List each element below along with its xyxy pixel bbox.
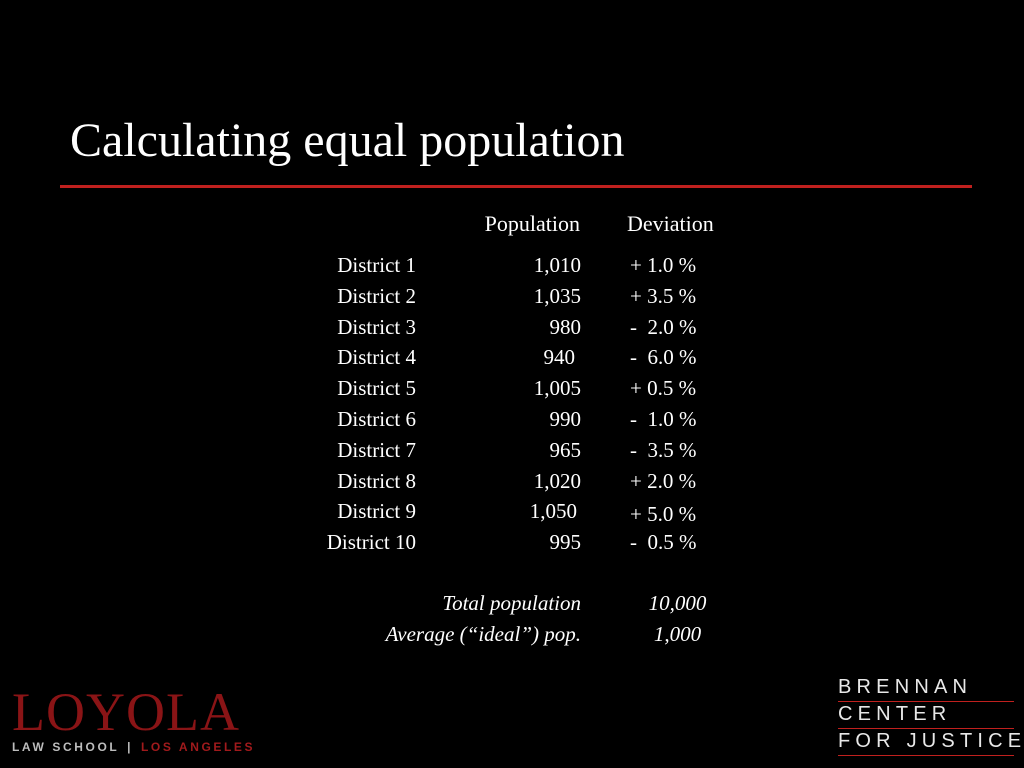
district-deviation: + 5.0 %: [630, 502, 697, 526]
district-deviation: - 3.5 %: [630, 438, 697, 462]
brennan-logo-line-1: BRENNAN: [838, 675, 1014, 702]
average-population-value: 1,000: [653, 622, 702, 646]
table-row: District 4 940 - 6.0 %: [0, 342, 1024, 372]
district-population: 1,010: [533, 253, 581, 277]
average-population-label: Average (“ideal”) pop.: [385, 622, 581, 646]
loyola-subtitle-city: LOS ANGELES: [140, 740, 256, 754]
table-row: District 7 965 - 3.5 %: [0, 435, 1024, 465]
district-name: District 2: [337, 284, 416, 308]
loyola-logo: LOYOLA LAW SCHOOL | LOS ANGELES: [12, 682, 255, 754]
district-name: District 3: [337, 315, 416, 339]
district-population: 1,050: [529, 499, 577, 523]
population-column-header: Population: [484, 211, 580, 236]
slide-title: Calculating equal population: [70, 114, 625, 167]
title-divider: [60, 185, 972, 188]
district-name: District 9: [337, 499, 416, 523]
district-deviation: + 1.0 %: [630, 253, 697, 277]
district-name: District 4: [337, 345, 416, 369]
table-row: District 6 990 - 1.0 %: [0, 404, 1024, 434]
brennan-center-logo: BRENNAN CENTER FOR JUSTICE: [838, 675, 1021, 756]
total-population-label: Total population: [442, 591, 581, 615]
total-population-row: Total population 10,000: [0, 588, 1024, 618]
total-population-value: 10,000: [648, 591, 707, 615]
loyola-subtitle: LAW SCHOOL | LOS ANGELES: [12, 740, 255, 754]
district-population: 1,035: [533, 284, 581, 308]
table-row: District 8 1,020 + 2.0 %: [0, 466, 1024, 496]
district-population: 940: [543, 345, 576, 369]
loyola-subtitle-separator: |: [127, 740, 134, 754]
loyola-subtitle-school: LAW SCHOOL: [12, 740, 120, 754]
table-row: District 2 1,035 + 3.5 %: [0, 281, 1024, 311]
district-deviation: - 1.0 %: [630, 407, 697, 431]
brennan-logo-line-2: CENTER: [838, 702, 1014, 729]
district-deviation: + 2.0 %: [630, 469, 697, 493]
district-name: District 1: [337, 253, 416, 277]
district-deviation: + 0.5 %: [630, 376, 697, 400]
table-row: District 3 980 - 2.0 %: [0, 312, 1024, 342]
loyola-wordmark: LOYOLA: [12, 682, 240, 742]
table-row: District 10 995 - 0.5 %: [0, 527, 1024, 557]
district-population: 995: [549, 530, 582, 554]
table-row: District 1 1,010 + 1.0 %: [0, 250, 1024, 280]
district-name: District 10: [326, 530, 416, 554]
district-name: District 6: [337, 407, 416, 431]
district-population: 1,020: [533, 469, 581, 493]
brennan-logo-line-3: FOR JUSTICE: [838, 729, 1021, 756]
table-row: District 9 1,050 + 5.0 %: [0, 496, 1024, 526]
district-name: District 5: [337, 376, 416, 400]
table-row: District 5 1,005 + 0.5 %: [0, 373, 1024, 403]
district-deviation: - 2.0 %: [630, 315, 697, 339]
district-name: District 8: [337, 469, 416, 493]
district-deviation: + 3.5 %: [630, 284, 697, 308]
district-population: 990: [549, 407, 582, 431]
deviation-column-header: Deviation: [627, 211, 714, 236]
district-name: District 7: [337, 438, 416, 462]
average-population-row: Average (“ideal”) pop. 1,000: [0, 619, 1024, 649]
district-population: 980: [549, 315, 582, 339]
district-population: 965: [549, 438, 582, 462]
district-deviation: - 6.0 %: [630, 345, 697, 369]
district-deviation: - 0.5 %: [630, 530, 697, 554]
district-population: 1,005: [533, 376, 581, 400]
